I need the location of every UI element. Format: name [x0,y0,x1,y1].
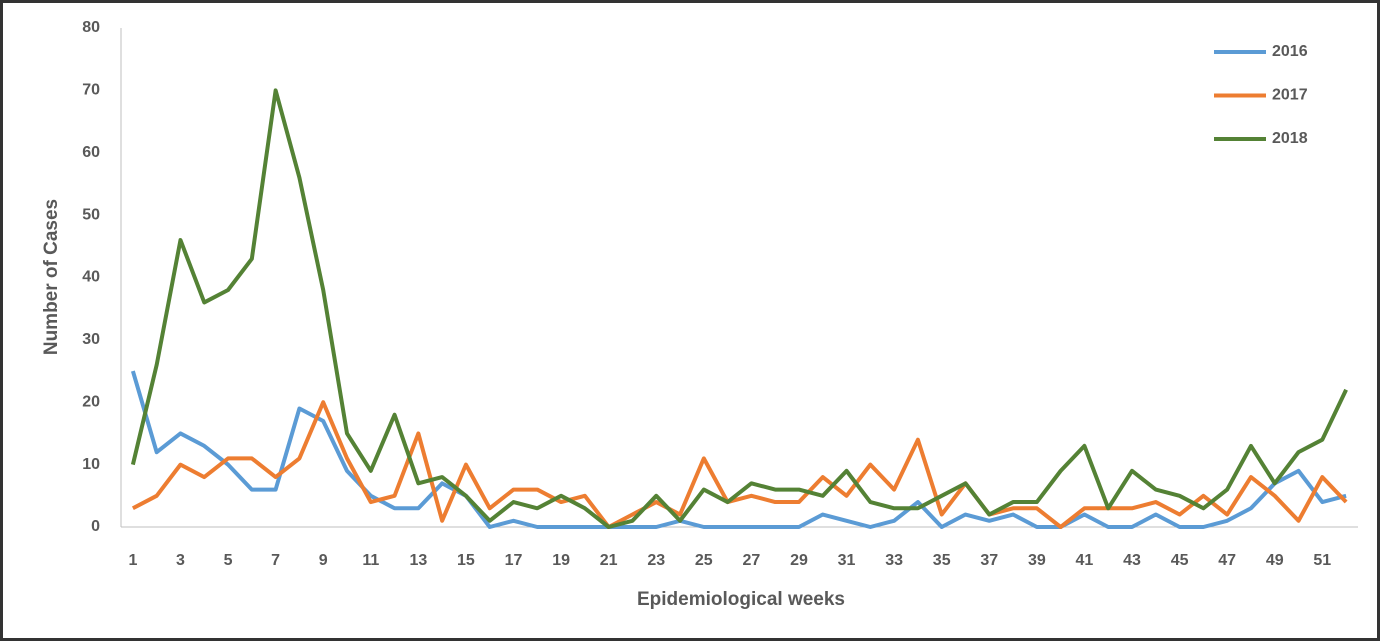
x-tick-label: 47 [1218,552,1236,569]
x-tick-label: 29 [790,552,808,569]
x-tick-label: 49 [1266,552,1284,569]
x-tick-label: 7 [271,552,280,569]
x-tick-label: 45 [1171,552,1189,569]
y-tick-label: 40 [82,269,100,286]
y-tick-label: 60 [82,144,100,161]
x-tick-label: 21 [600,552,618,569]
x-tick-label: 1 [128,552,137,569]
x-tick-label: 43 [1123,552,1141,569]
x-tick-label: 3 [176,552,185,569]
x-axis-title: Epidemiological weeks [637,589,845,610]
y-tick-label: 10 [82,456,100,473]
x-tick-label: 23 [647,552,665,569]
x-tick-label: 41 [1076,552,1094,569]
x-tick-label: 27 [742,552,760,569]
x-tick-label: 15 [457,552,475,569]
x-tick-label: 19 [552,552,570,569]
x-tick-label: 37 [980,552,998,569]
y-tick-label: 0 [91,518,100,535]
y-tick-label: 80 [82,19,100,36]
y-tick-label: 20 [82,393,100,410]
x-tick-label: 31 [838,552,856,569]
series-line [130,88,1348,529]
x-tick-label: 13 [409,552,427,569]
legend-label: 2017 [1272,87,1308,104]
x-tick-label: 5 [224,552,233,569]
x-tick-label: 35 [933,552,951,569]
legend-label: 2016 [1272,43,1308,60]
x-tick-label: 25 [695,552,713,569]
legend-label: 2018 [1272,130,1308,147]
y-tick-label: 30 [82,331,100,348]
y-tick-label: 70 [82,82,100,99]
x-tick-label: 33 [885,552,903,569]
x-tick-label: 11 [362,552,379,569]
x-tick-label: 9 [319,552,328,569]
y-tick-label: 50 [82,206,100,223]
series-line [130,370,1347,529]
y-axis-title: Number of Cases [41,199,62,355]
x-tick-label: 51 [1313,552,1331,569]
x-tick-label: 17 [505,552,523,569]
x-tick-label: 39 [1028,552,1046,569]
series-line [131,400,1348,529]
